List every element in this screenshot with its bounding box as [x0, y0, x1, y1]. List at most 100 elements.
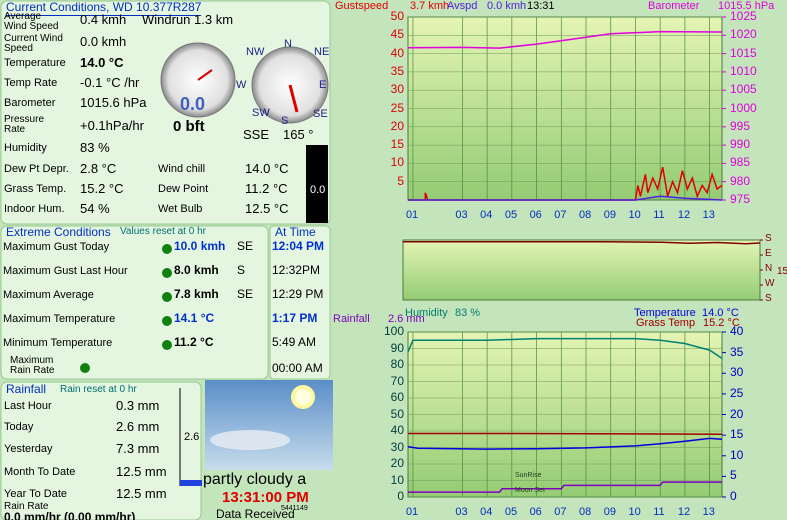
- y2-tick-label: 975: [730, 192, 751, 206]
- compass-point: NE: [314, 46, 330, 58]
- row-value: 12.5 mm: [116, 486, 167, 501]
- row-label: Temperature: [4, 57, 66, 69]
- y2-tick-label: 980: [730, 173, 751, 188]
- y-tick-label: 0: [397, 489, 404, 503]
- x-tick-label: 03: [455, 506, 468, 518]
- status-dot: [162, 292, 172, 302]
- legend-name: Gustspeed: [335, 0, 389, 12]
- series-line: [407, 437, 723, 450]
- row-label: Minimum Temperature: [3, 337, 113, 349]
- row-time: 12:04 PM: [272, 239, 325, 253]
- data-count: 5441149: [281, 505, 308, 512]
- y-tick-label: W: [765, 278, 775, 289]
- x-tick-label: 01: [405, 506, 419, 518]
- x-tick-label: 01: [405, 209, 419, 221]
- legend-value: 14.0 °C: [702, 307, 739, 319]
- compass-point: SE: [313, 108, 328, 120]
- x-tick-label: 03: [455, 209, 468, 221]
- wind-degrees: 165 °: [283, 127, 314, 142]
- x-tick-label: 12: [677, 209, 691, 221]
- series-line: [408, 481, 722, 493]
- wind-direction: SSE: [243, 127, 270, 142]
- x-tick-label: 09: [603, 506, 616, 518]
- compass-needle: [288, 84, 299, 113]
- rain-gauge-value: 2.6: [184, 431, 200, 443]
- y-tick-label: S: [765, 233, 772, 244]
- status-dot: [80, 363, 90, 373]
- x-tick-label: 09: [603, 209, 616, 221]
- panel-title: Extreme Conditions: [6, 225, 111, 239]
- row-label: Average Wind Speed: [4, 11, 59, 32]
- y-tick-label: 40: [390, 423, 404, 437]
- legend-name: Humidity: [405, 307, 448, 319]
- x-tick-label: 12: [677, 506, 691, 518]
- y2-tick-label: 0: [730, 489, 737, 503]
- y-tick-label: 10: [390, 155, 404, 170]
- row-value: 10.0 kmh: [174, 239, 226, 253]
- legend-value: 83 %: [455, 307, 481, 319]
- panel-title: At Time: [275, 225, 316, 239]
- x-tick-label: 07: [554, 506, 567, 518]
- row-value: 14.0 °C: [80, 55, 124, 70]
- y-tick-label: N: [765, 263, 773, 274]
- row-time: 00:00 AM: [272, 361, 323, 375]
- row-value: -0.1 °C /hr: [80, 75, 140, 90]
- data-status: Data Received: [216, 507, 295, 520]
- y-tick-label: 20: [390, 118, 404, 133]
- row-time: 1:17 PM: [272, 311, 318, 325]
- y-tick-label: 100: [383, 324, 404, 338]
- y2-tick-label: 20: [730, 406, 744, 421]
- series-line: [407, 30, 723, 49]
- row-label: Today: [4, 421, 34, 433]
- x-tick-label: 10: [628, 209, 641, 221]
- row-value: 12.5 °C: [245, 201, 289, 216]
- legend-name: Grass Temp: [636, 317, 696, 329]
- x-tick-label: 04: [480, 506, 493, 518]
- x-tick-label: 05: [504, 209, 518, 221]
- gauge-speed: 0.0: [180, 94, 206, 114]
- row-value: 83 %: [80, 140, 110, 155]
- legend-value: 0.0 kmh: [487, 0, 527, 12]
- time-panel: [269, 225, 331, 380]
- compass-point: SW: [252, 107, 270, 119]
- y2-tick-label: 40: [730, 324, 744, 338]
- row-value: 0.4 kmh: [80, 12, 127, 27]
- row-label: Indoor Hum.: [4, 203, 65, 215]
- panel-title: Rainfall: [6, 382, 47, 396]
- series-line: [408, 195, 723, 201]
- y-tick-label: 40: [390, 45, 404, 60]
- y-tick-label: 90: [390, 340, 404, 355]
- row-value: 7.8 kmh: [174, 287, 219, 301]
- row-label: Last Hour: [4, 400, 52, 412]
- panel-note: Rain reset at 0 hr: [60, 384, 137, 395]
- status-dot: [162, 340, 172, 350]
- y2-tick-label: 1015: [730, 45, 757, 60]
- row-label: Yesterday: [4, 443, 53, 455]
- row-value: 1015.6 hPa: [80, 95, 147, 110]
- row-value: 7.3 mm: [116, 441, 160, 456]
- y2-tick-label: 30: [730, 365, 744, 380]
- gauge-force: 0 bft: [173, 118, 205, 135]
- row-label: Current Wind Speed: [4, 33, 63, 54]
- y2-tick-label: 25: [730, 385, 744, 400]
- row-time: 12:29 PM: [272, 287, 324, 301]
- y-tick-label: 50: [390, 406, 404, 421]
- x-tick-label: 11: [653, 209, 665, 221]
- panel-title: Current Conditions, WD 10.377R287: [6, 0, 202, 16]
- y-tick-label: 5: [397, 173, 404, 188]
- legend-value: 3.7 kmh: [410, 0, 450, 12]
- row-dir: SE: [237, 239, 254, 253]
- speed-label: 15: [777, 266, 787, 277]
- y2-tick-label: 1025: [730, 9, 757, 23]
- y-tick-label: 15: [390, 137, 404, 152]
- black-bar: [306, 145, 328, 223]
- compass-point: W: [236, 79, 247, 91]
- row-label: Rain Rate: [4, 501, 49, 512]
- y-tick-label: 50: [390, 9, 404, 23]
- row-label: Pressure Rate: [4, 114, 45, 135]
- x-tick-label: 08: [579, 506, 592, 518]
- series-line: [408, 432, 723, 436]
- x-tick-label: 08: [579, 209, 592, 221]
- row-label: Wet Bulb: [158, 203, 203, 215]
